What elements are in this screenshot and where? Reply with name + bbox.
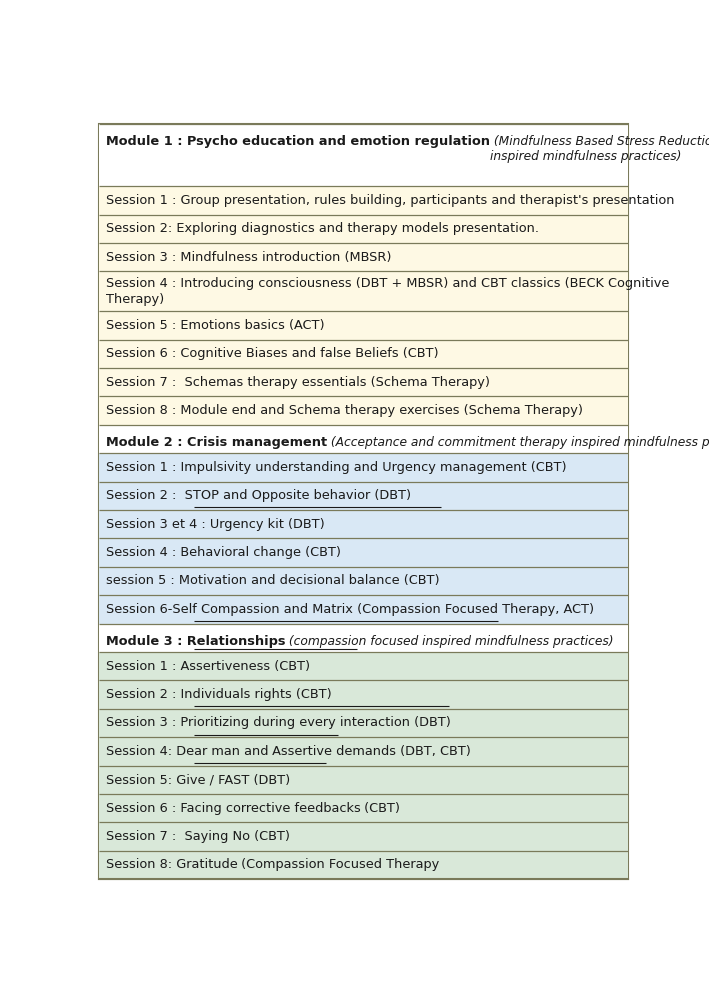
Bar xyxy=(99,680,628,709)
Bar xyxy=(99,453,628,482)
Bar xyxy=(99,124,628,187)
Text: Session 2: Exploring diagnostics and therapy models presentation.: Session 2: Exploring diagnostics and the… xyxy=(106,222,539,235)
Bar xyxy=(99,822,628,851)
Text: Session 6-Self Compassion and Matrix: Session 6-Self Compassion and Matrix xyxy=(106,603,352,616)
Text: Module 2 : Crisis management: Module 2 : Crisis management xyxy=(106,436,327,449)
Bar xyxy=(99,709,628,737)
Bar xyxy=(99,243,628,271)
Text: Session 8 : Module end and Schema therapy exercises (Schema Therapy): Session 8 : Module end and Schema therap… xyxy=(106,404,583,417)
Text: Session 3 et 4 : Urgency kit (DBT): Session 3 et 4 : Urgency kit (DBT) xyxy=(106,517,325,530)
Bar xyxy=(99,311,628,340)
Bar xyxy=(99,567,628,595)
Bar xyxy=(99,510,628,538)
Text: Module 1 : Psycho education and emotion regulation: Module 1 : Psycho education and emotion … xyxy=(106,135,490,148)
Text: Session 1 : Group presentation, rules building, participants and therapist's pre: Session 1 : Group presentation, rules bu… xyxy=(106,194,674,207)
Text: Session 3 : Mindfulness introduction (MBSR): Session 3 : Mindfulness introduction (MB… xyxy=(106,250,391,264)
Text: Session 3 : Prioritizing during every interaction: Session 3 : Prioritizing during every in… xyxy=(106,717,410,730)
Bar xyxy=(99,851,628,879)
Text: (CBT): (CBT) xyxy=(250,830,290,843)
Bar xyxy=(99,214,628,243)
Text: Session 6 : Cognitive Biases and false Beliefs (CBT): Session 6 : Cognitive Biases and false B… xyxy=(106,348,438,360)
Bar xyxy=(99,538,628,567)
Bar xyxy=(99,794,628,822)
Bar xyxy=(99,271,628,311)
Text: Assertive demands (DBT, CBT): Assertive demands (DBT, CBT) xyxy=(268,745,471,758)
Text: Session 2 : Individuals rights (CBT): Session 2 : Individuals rights (CBT) xyxy=(106,688,331,701)
Text: Session 5 : Emotions basics (ACT): Session 5 : Emotions basics (ACT) xyxy=(106,319,324,332)
Bar xyxy=(99,737,628,766)
Bar xyxy=(99,396,628,425)
Text: Session 8: Gratitude: Session 8: Gratitude xyxy=(106,859,238,872)
Text: Session 6 : Facing corrective feedbacks: Session 6 : Facing corrective feedbacks xyxy=(106,801,360,814)
Bar xyxy=(99,187,628,214)
Text: Session 4 : Behavioral change (CBT): Session 4 : Behavioral change (CBT) xyxy=(106,546,340,559)
Text: Module 3 : Relationships: Module 3 : Relationships xyxy=(106,636,285,648)
Text: Session 7 :  Saying No: Session 7 : Saying No xyxy=(106,830,250,843)
Text: (Compassion Focused Therapy: (Compassion Focused Therapy xyxy=(238,859,440,872)
Text: Session 5: Give / FAST (DBT): Session 5: Give / FAST (DBT) xyxy=(106,774,290,786)
Text: (DBT): (DBT) xyxy=(410,717,450,730)
Bar xyxy=(99,624,628,652)
Text: (Compassion Focused Therapy, ACT): (Compassion Focused Therapy, ACT) xyxy=(352,603,593,616)
Text: (CBT): (CBT) xyxy=(360,801,401,814)
Text: Session 4: Dear man and: Session 4: Dear man and xyxy=(106,745,268,758)
Bar xyxy=(99,368,628,396)
Text: (Acceptance and commitment therapy inspired mindfulness practices): (Acceptance and commitment therapy inspi… xyxy=(327,436,709,449)
Bar xyxy=(99,595,628,624)
Text: (compassion focused inspired mindfulness practices): (compassion focused inspired mindfulness… xyxy=(285,636,614,648)
Bar xyxy=(99,425,628,453)
Text: Session 4 : Introducing consciousness (DBT + MBSR) and CBT classics (BECK Cognit: Session 4 : Introducing consciousness (D… xyxy=(106,277,669,306)
Text: Session 1 : Impulsivity understanding and Urgency management (CBT): Session 1 : Impulsivity understanding an… xyxy=(106,461,566,474)
Bar xyxy=(99,766,628,794)
Bar xyxy=(99,340,628,368)
Text: Session 2 :  STOP and Opposite behavior (DBT): Session 2 : STOP and Opposite behavior (… xyxy=(106,490,411,502)
Text: session 5 : Motivation and decisional balance (CBT): session 5 : Motivation and decisional ba… xyxy=(106,575,440,588)
Bar xyxy=(99,482,628,510)
Text: (Mindfulness Based Stress Reduction
inspired mindfulness practices): (Mindfulness Based Stress Reduction insp… xyxy=(490,135,709,163)
Text: Session 1 : Assertiveness (CBT): Session 1 : Assertiveness (CBT) xyxy=(106,659,310,672)
Bar xyxy=(99,652,628,680)
Text: Session 7 :  Schemas therapy essentials (Schema Therapy): Session 7 : Schemas therapy essentials (… xyxy=(106,375,490,388)
